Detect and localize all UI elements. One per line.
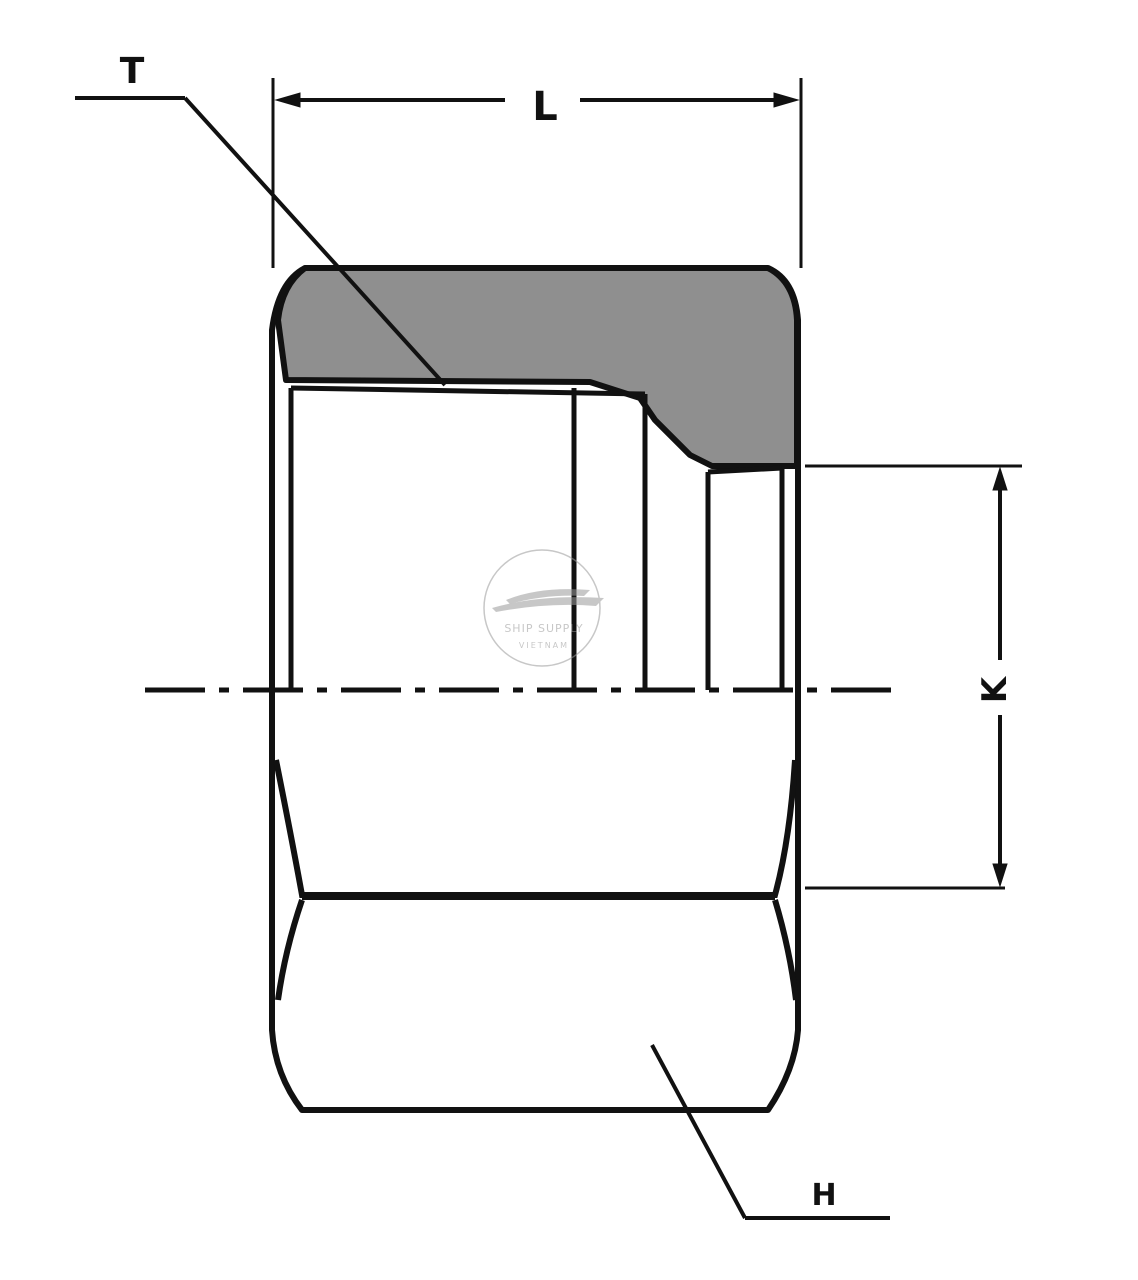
thread-bore: [288, 385, 785, 690]
label-k: K: [975, 675, 1015, 703]
label-h: H: [811, 1178, 836, 1213]
leader-h: [650, 1044, 890, 1220]
ship-icon: [492, 589, 604, 612]
label-l: L: [532, 84, 558, 130]
dimension-k: [805, 464, 1022, 890]
watermark-line1: SHIP SUPPLY: [504, 622, 583, 635]
watermark-line2: VIETNAM: [519, 641, 569, 650]
leader-t: [75, 96, 447, 387]
label-t: T: [120, 51, 145, 92]
dimension-l: [271, 78, 803, 268]
hex-flats: [273, 759, 799, 1001]
body-outline: [269, 265, 801, 1113]
watermark-logo: SHIP SUPPLY VIETNAM: [483, 549, 604, 667]
section-shading: [275, 265, 800, 469]
